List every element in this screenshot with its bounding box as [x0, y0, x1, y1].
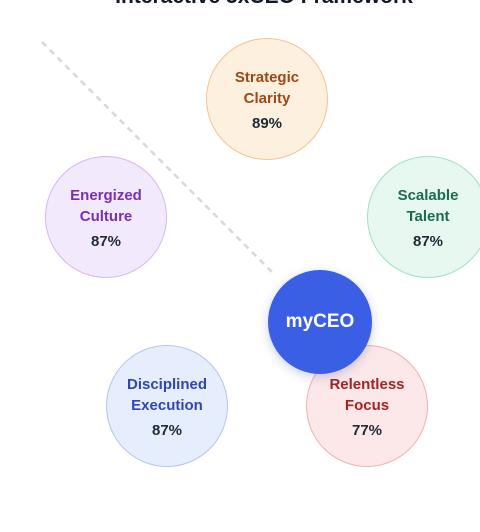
pillar-scalable-talent[interactable]: Scalable Talent 87%	[367, 156, 480, 278]
pillar-score: 87%	[412, 232, 444, 250]
pillar-name: Strategic Clarity	[234, 68, 300, 107]
pillar-name: Relentless Focus	[329, 375, 405, 414]
pillar-score: 87%	[90, 232, 122, 250]
pillar-relentless-focus[interactable]: Relentless Focus 77%	[306, 345, 428, 467]
myceo-hub[interactable]: myCEO	[268, 270, 372, 374]
pillar-score: 89%	[251, 114, 283, 132]
pillar-name: Scalable Talent	[397, 186, 459, 225]
pillar-name: Energized Culture	[70, 186, 142, 225]
pillar-name: Disciplined Execution	[126, 375, 208, 414]
pillar-score: 87%	[151, 421, 183, 439]
pillar-energized-culture[interactable]: Energized Culture 87%	[45, 156, 167, 278]
framework-title: Interactive 5xCEO Framework	[0, 0, 480, 10]
pillar-strategic-clarity[interactable]: Strategic Clarity 89%	[206, 38, 328, 160]
pillar-score: 77%	[351, 421, 383, 439]
pillar-disciplined-execution[interactable]: Disciplined Execution 87%	[106, 345, 228, 467]
